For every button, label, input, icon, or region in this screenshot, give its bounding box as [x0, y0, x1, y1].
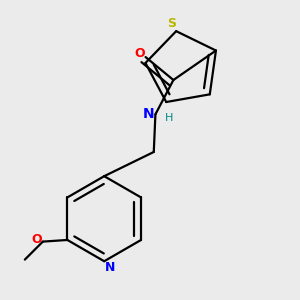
Text: O: O [32, 233, 42, 247]
Text: N: N [142, 107, 154, 121]
Text: H: H [165, 112, 173, 123]
Text: S: S [167, 17, 176, 31]
Text: N: N [105, 261, 115, 274]
Text: O: O [134, 47, 145, 60]
